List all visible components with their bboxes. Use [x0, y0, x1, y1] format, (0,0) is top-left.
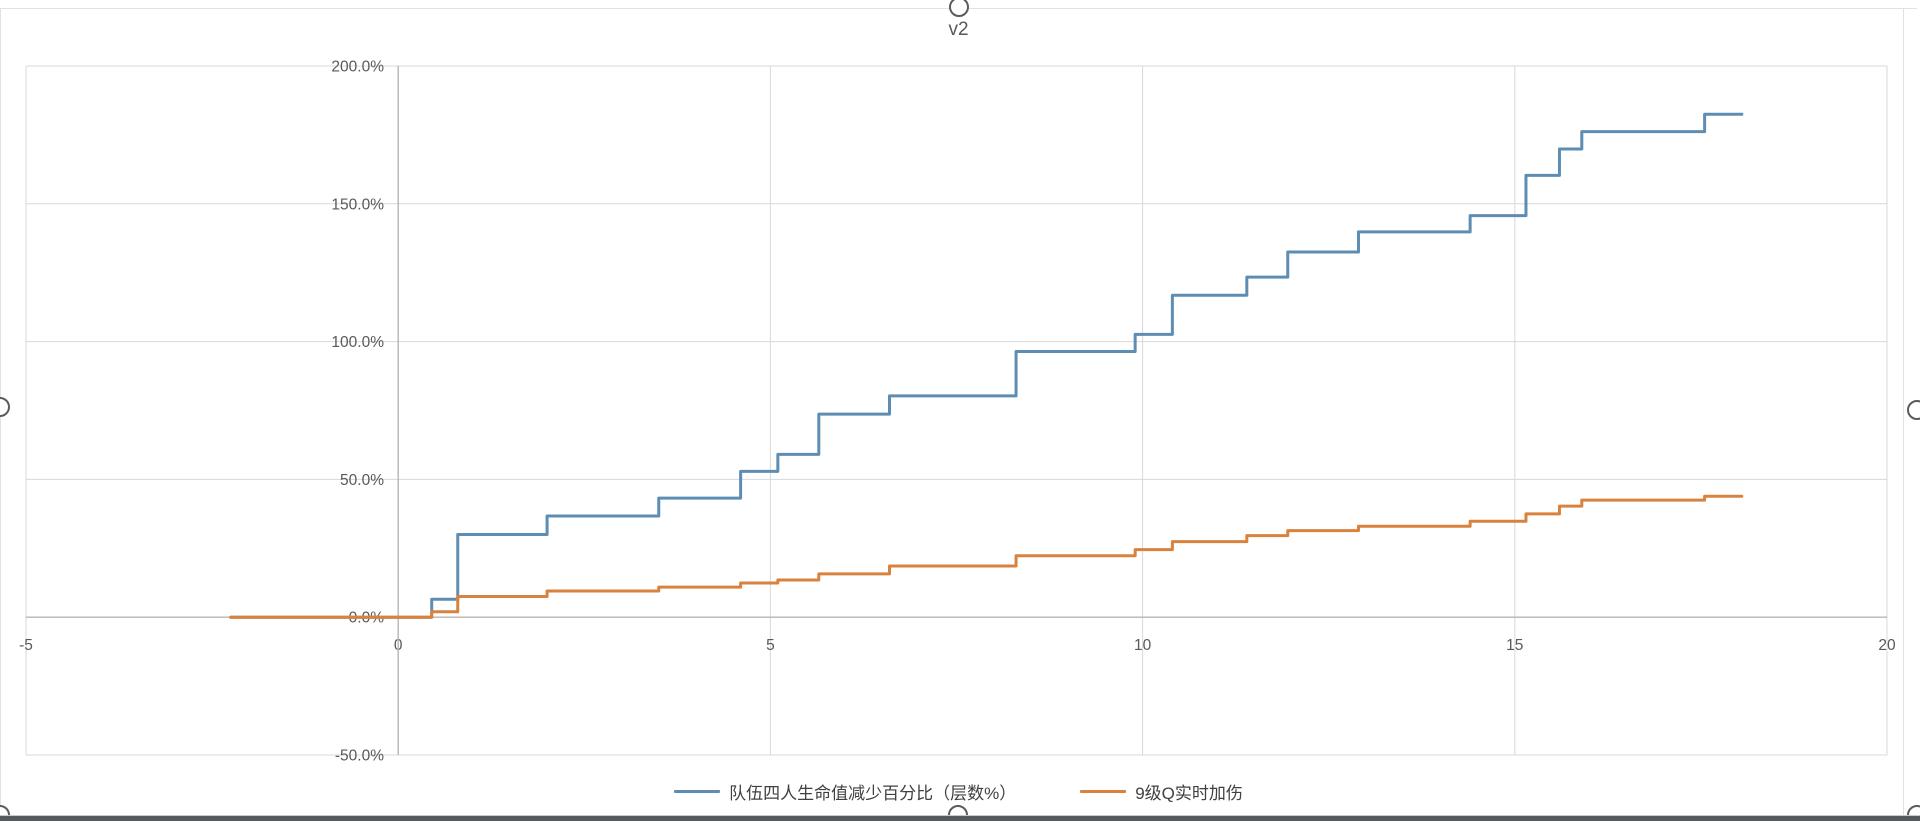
x-axis-tick-label: 20: [1878, 637, 1896, 654]
legend-swatch-1: [1080, 789, 1127, 794]
x-axis-tick-label: -5: [19, 637, 33, 654]
selection-handle-top-center[interactable]: [949, 0, 969, 17]
x-axis-tick-label: 10: [1134, 637, 1152, 654]
window-bottom-edge: [0, 815, 1920, 816]
legend-swatch-0: [674, 789, 721, 794]
series-line-0[interactable]: [229, 112, 1744, 619]
selection-handle-right-middle[interactable]: [1907, 400, 1920, 420]
x-axis-tick-label: 5: [766, 637, 775, 654]
y-axis-tick-label: 50.0%: [340, 472, 384, 489]
chart-title: v2: [948, 19, 969, 40]
y-axis-tick-label: -50.0%: [335, 748, 384, 765]
series-line-1[interactable]: [229, 494, 1744, 619]
window-bottom-strip: [0, 816, 1920, 821]
legend-entry-1[interactable]: 9级Q实时加伤: [1080, 779, 1243, 804]
y-axis-tick-label: 200.0%: [331, 59, 384, 76]
y-axis-tick-label: 100.0%: [331, 334, 384, 351]
y-axis-tick-label: 150.0%: [331, 196, 384, 213]
legend-entry-0[interactable]: 队伍四人生命值减少百分比（层数%）: [674, 779, 1016, 804]
chart-legend: 队伍四人生命值减少百分比（层数%） 9级Q实时加伤: [0, 779, 1917, 804]
x-axis-tick-label: 15: [1506, 637, 1523, 654]
legend-label-1: 9级Q实时加伤: [1135, 784, 1243, 803]
legend-label-0: 队伍四人生命值减少百分比（层数%）: [729, 784, 1017, 803]
selection-handle-bottom-left[interactable]: [0, 805, 10, 821]
chart-frame-right: [1903, 8, 1904, 816]
